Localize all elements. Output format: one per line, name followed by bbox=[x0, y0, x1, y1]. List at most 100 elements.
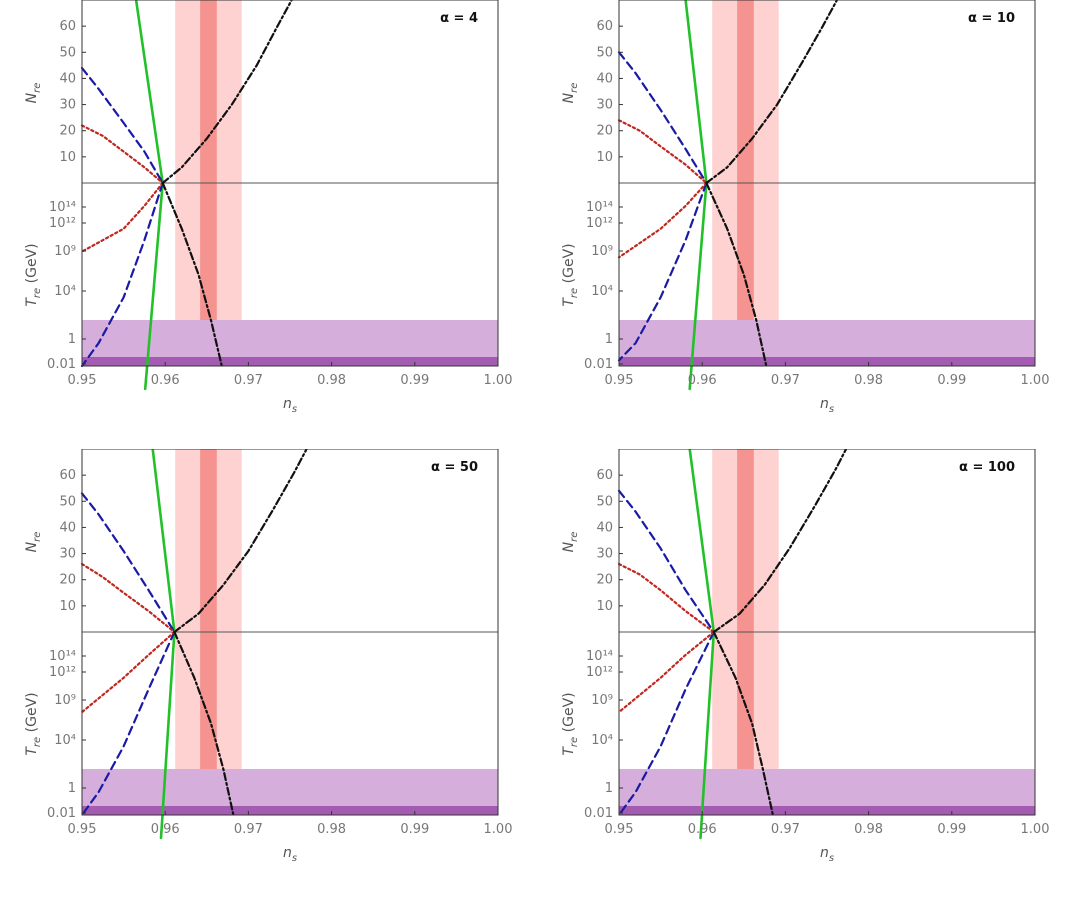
plot-frame bbox=[618, 449, 1036, 816]
y-tick-label-top: 20 bbox=[59, 124, 76, 139]
series-black-top bbox=[173, 449, 308, 634]
series-blue-top bbox=[80, 66, 164, 185]
y-axis-label-bottom-unit: (GeV) bbox=[561, 243, 577, 287]
series-green-top bbox=[684, 0, 708, 185]
y-axis-label-top: Nre bbox=[561, 532, 580, 553]
chart-panel-alpha-4: 0.95 0.96 0.97 0.98 0.99 1.00 10 20 30 40 50 60 0.01… bbox=[0, 0, 537, 449]
y-axis-label-top-sub: re bbox=[32, 83, 43, 93]
series-green-top bbox=[688, 449, 716, 634]
y-tick-label-top: 60 bbox=[596, 19, 613, 34]
y-axis-label-top-sub: re bbox=[569, 83, 580, 93]
plot-frame bbox=[618, 0, 1036, 367]
x-tick-label: 0.95 bbox=[605, 822, 634, 837]
x-tick-label: 0.98 bbox=[854, 822, 883, 837]
y-tick-label-top: 50 bbox=[59, 45, 76, 60]
series-red-bottom bbox=[617, 181, 708, 259]
series-blue-top bbox=[617, 489, 715, 634]
y-tick-label-top: 20 bbox=[596, 573, 613, 588]
chart-panel-alpha-100: 0.95 0.96 0.97 0.98 0.99 1.00 10 20 30 40 50 60 0.01… bbox=[537, 449, 1074, 898]
y-tick-label-bottom: 10¹⁴ bbox=[586, 200, 613, 215]
x-tick-label: 0.98 bbox=[854, 373, 883, 388]
x-tick-label: 1.00 bbox=[484, 822, 513, 837]
y-tick-label-top: 40 bbox=[596, 520, 613, 535]
bbn-dark-band bbox=[619, 357, 1035, 366]
y-tick-label-bottom: 10¹⁴ bbox=[586, 649, 613, 664]
y-axis-label-top-sub: re bbox=[32, 532, 43, 542]
y-axis-label-bottom: Tre (GeV) bbox=[561, 692, 580, 755]
y-tick-label-bottom: 1 bbox=[68, 781, 76, 796]
plot-frame bbox=[81, 0, 499, 367]
series-black-bottom bbox=[705, 181, 768, 368]
series-green-bottom bbox=[143, 181, 164, 391]
y-axis-label-top: Nre bbox=[24, 532, 43, 553]
y-axis-label-top-sub: re bbox=[569, 532, 580, 542]
series-black-top bbox=[712, 449, 848, 634]
series-red-top bbox=[80, 562, 176, 634]
chart-svg: 0.95 0.96 0.97 0.98 0.99 1.00 10 20 30 40 50 60 0.01… bbox=[561, 0, 1049, 415]
y-tick-label-bottom: 10¹² bbox=[49, 665, 76, 680]
y-axis-label-bottom-sub: re bbox=[569, 737, 580, 747]
y-tick-label-top: 40 bbox=[59, 71, 76, 86]
series-red-top bbox=[80, 124, 164, 185]
y-tick-label-top: 30 bbox=[59, 98, 76, 113]
series-green-bottom bbox=[688, 181, 708, 391]
y-axis-label-bottom-sub: re bbox=[569, 288, 580, 298]
series-black-bottom bbox=[161, 181, 223, 368]
x-tick-label: 0.95 bbox=[68, 822, 97, 837]
y-tick-label-bottom: 1 bbox=[68, 332, 76, 347]
inner-band bbox=[737, 0, 754, 320]
alpha-annotation: α = 100 bbox=[959, 460, 1015, 475]
inner-band bbox=[200, 449, 217, 769]
y-axis-label-bottom-unit: (GeV) bbox=[24, 692, 40, 736]
y-tick-label-top: 40 bbox=[59, 520, 76, 535]
x-tick-label: 0.99 bbox=[400, 822, 429, 837]
y-tick-label-bottom: 1 bbox=[605, 332, 613, 347]
y-tick-label-top: 50 bbox=[59, 494, 76, 509]
series-black-top bbox=[705, 0, 839, 185]
series-green-top bbox=[134, 0, 164, 185]
y-tick-label-top: 10 bbox=[59, 599, 76, 614]
y-tick-label-top: 50 bbox=[596, 45, 613, 60]
y-tick-label-top: 50 bbox=[596, 494, 613, 509]
y-tick-label-bottom: 10¹² bbox=[49, 216, 76, 231]
y-tick-label-top: 60 bbox=[596, 468, 613, 483]
y-axis-label-top: Nre bbox=[24, 83, 43, 104]
chart-svg: 0.95 0.96 0.97 0.98 0.99 1.00 10 20 30 40 50 60 0.01… bbox=[24, 0, 512, 415]
y-axis-label-bottom-sub: re bbox=[32, 288, 43, 298]
y-axis-label-bottom-unit: (GeV) bbox=[24, 243, 40, 287]
x-tick-label: 0.97 bbox=[234, 822, 263, 837]
x-axis-label: ns bbox=[820, 845, 834, 864]
y-tick-label-bottom: 10⁴ bbox=[591, 284, 613, 299]
series-green-bottom bbox=[159, 630, 176, 840]
y-tick-label-bottom: 10¹⁴ bbox=[49, 200, 76, 215]
x-axis-label: ns bbox=[820, 396, 834, 415]
series-red-bottom bbox=[80, 181, 164, 253]
x-tick-label: 1.00 bbox=[1021, 822, 1050, 837]
y-tick-label-bottom: 10¹² bbox=[586, 665, 613, 680]
series-red-top bbox=[617, 562, 715, 634]
x-tick-label: 0.95 bbox=[68, 373, 97, 388]
x-tick-label: 0.96 bbox=[151, 373, 180, 388]
x-axis-label: ns bbox=[283, 396, 297, 415]
series-green-top bbox=[151, 449, 176, 634]
y-tick-label-bottom: 10⁹ bbox=[54, 693, 76, 708]
y-axis-label-top: Nre bbox=[561, 83, 580, 104]
chart-svg: 0.95 0.96 0.97 0.98 0.99 1.00 10 20 30 40 50 60 0.01… bbox=[561, 449, 1050, 864]
chart-panel-alpha-10: 0.95 0.96 0.97 0.98 0.99 1.00 10 20 30 40 50 60 0.01… bbox=[537, 0, 1074, 449]
x-tick-label: 0.99 bbox=[400, 373, 429, 388]
y-tick-label-top: 30 bbox=[596, 547, 613, 562]
inner-band bbox=[200, 0, 217, 320]
x-axis-label-sub: s bbox=[829, 853, 834, 864]
y-tick-label-bottom: 10⁴ bbox=[591, 733, 613, 748]
x-tick-label: 0.99 bbox=[937, 373, 966, 388]
inner-band bbox=[737, 449, 754, 769]
plot-frame bbox=[81, 449, 499, 816]
bbn-dark-band bbox=[619, 806, 1035, 815]
series-black-bottom bbox=[712, 630, 774, 817]
x-tick-label: 0.97 bbox=[771, 822, 800, 837]
chart-panel-alpha-50: 0.95 0.96 0.97 0.98 0.99 1.00 10 20 30 40 50 60 0.01… bbox=[0, 449, 537, 898]
y-tick-label-top: 30 bbox=[596, 98, 613, 113]
y-axis-label-bottom: Tre (GeV) bbox=[24, 243, 43, 306]
x-axis-label-sub: s bbox=[292, 404, 297, 415]
y-tick-label-top: 60 bbox=[59, 468, 76, 483]
